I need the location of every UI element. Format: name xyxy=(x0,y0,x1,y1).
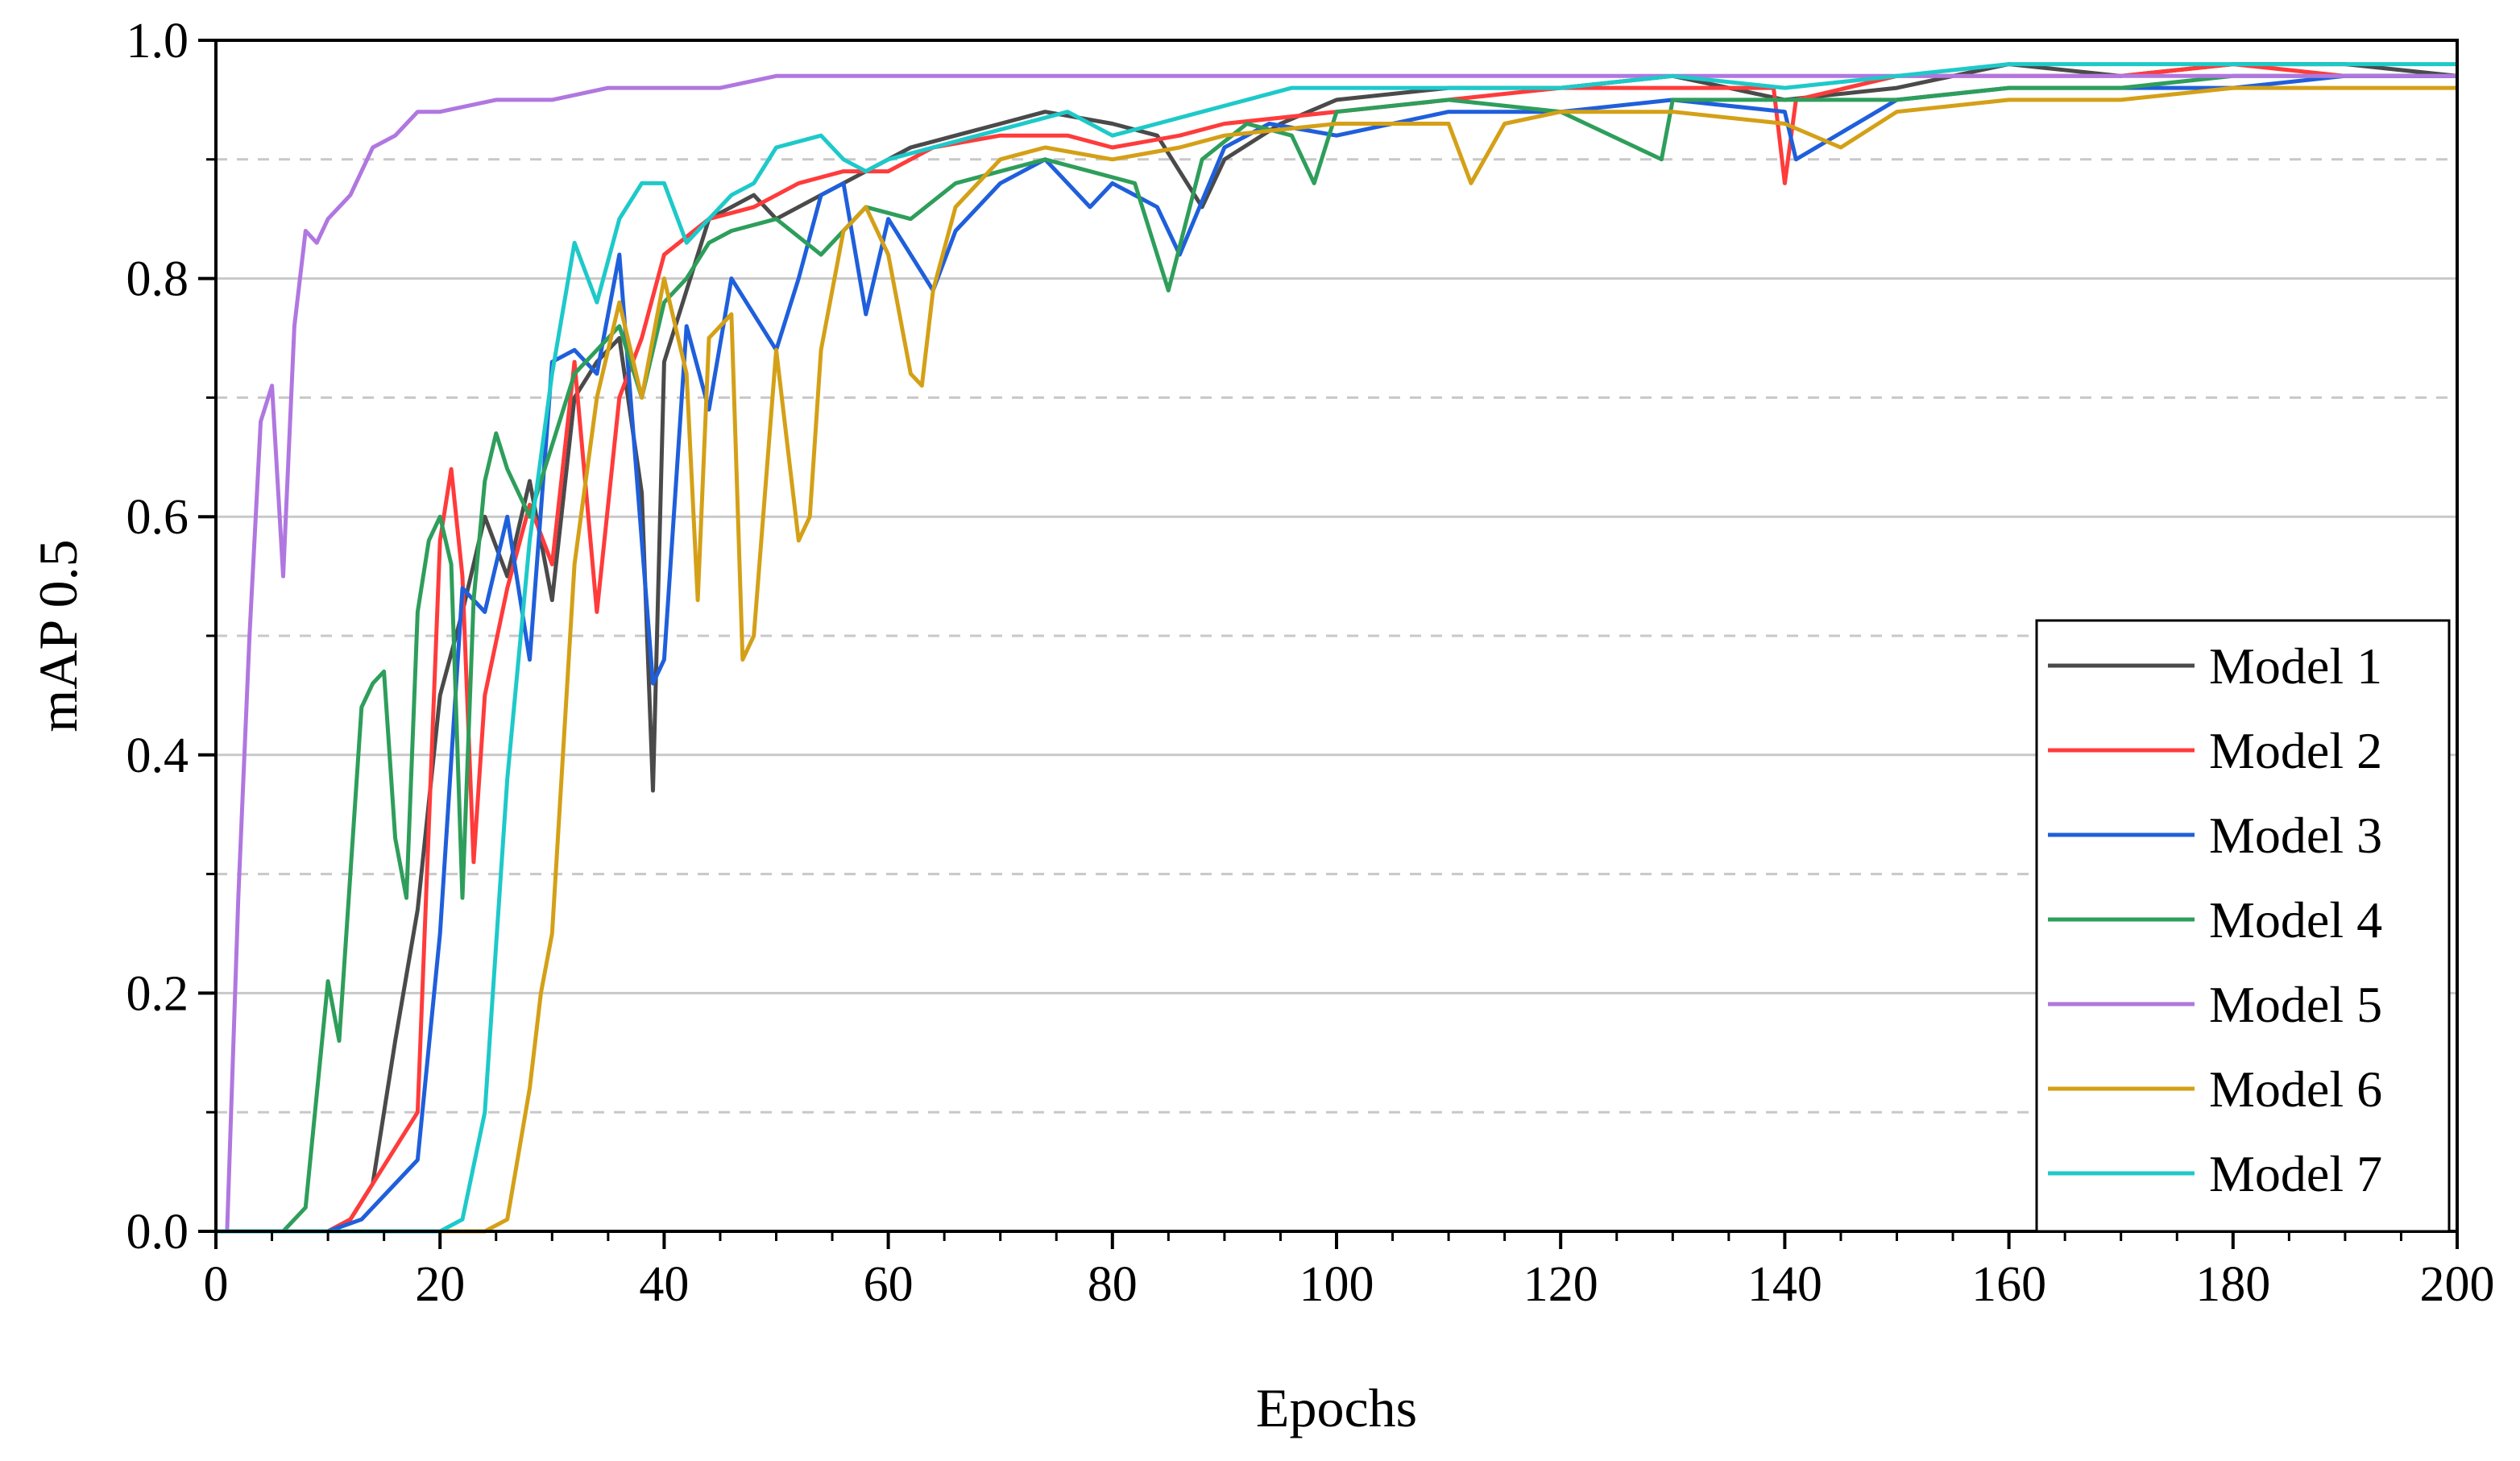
legend: Model 1 Model 2 Model 3 Model 4 Model 5 Model… xyxy=(2035,619,2451,1233)
legend-label: Model 3 xyxy=(2209,807,2382,864)
x-tick-label: 0 xyxy=(204,1257,229,1312)
x-tick-label: 180 xyxy=(2195,1257,2270,1312)
series-line-model-3 xyxy=(216,73,2457,1234)
y-tick-label: 0.2 xyxy=(126,966,189,1021)
x-tick-label: 80 xyxy=(1088,1257,1138,1312)
y-tick-label: 0.0 xyxy=(126,1205,189,1260)
axis-ticks: 0 20 40 60 80 100 120 140 160 180 200 0.0 0.2 0.4 0.6 0… xyxy=(126,14,2495,1312)
x-tick-label: 160 xyxy=(1971,1257,2046,1312)
x-axis-title: Epochs xyxy=(1256,1377,1417,1438)
series-line-model-4 xyxy=(216,73,2457,1234)
legend-label: Model 7 xyxy=(2209,1145,2382,1202)
legend-label: Model 4 xyxy=(2209,891,2382,948)
legend-label: Model 1 xyxy=(2209,637,2382,695)
x-tick-label: 200 xyxy=(2420,1257,2495,1312)
y-axis-title: mAP 0.5 xyxy=(27,539,89,732)
series-line-model-5 xyxy=(216,73,2457,1234)
series-lines xyxy=(216,62,2458,1234)
x-tick-label: 60 xyxy=(864,1257,914,1312)
y-tick-label: 0.8 xyxy=(126,252,189,307)
x-tick-label: 140 xyxy=(1747,1257,1822,1312)
y-tick-label: 0.6 xyxy=(126,490,189,545)
series-line-model-6 xyxy=(216,85,2457,1234)
y-tick-label: 1.0 xyxy=(126,14,189,68)
x-tick-label: 120 xyxy=(1523,1257,1598,1312)
x-tick-label: 100 xyxy=(1299,1257,1374,1312)
x-tick-label: 40 xyxy=(639,1257,689,1312)
y-tick-label: 0.4 xyxy=(126,728,189,783)
x-tick-label: 20 xyxy=(415,1257,465,1312)
legend-label: Model 6 xyxy=(2209,1060,2382,1118)
legend-label: Model 5 xyxy=(2209,976,2382,1033)
series-line-model-7 xyxy=(216,62,2457,1234)
legend-box xyxy=(2035,619,2451,1233)
series-line-model-2 xyxy=(216,62,2457,1234)
legend-label: Model 2 xyxy=(2209,722,2382,779)
